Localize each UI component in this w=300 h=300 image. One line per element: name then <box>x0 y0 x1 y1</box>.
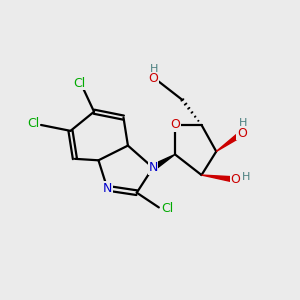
Polygon shape <box>216 132 243 152</box>
Text: Cl: Cl <box>161 202 174 215</box>
Text: H: H <box>238 118 247 128</box>
Text: H: H <box>242 172 250 182</box>
Text: Cl: Cl <box>28 117 40 130</box>
Text: N: N <box>148 161 158 174</box>
Polygon shape <box>152 154 175 170</box>
Polygon shape <box>202 175 234 182</box>
Text: Cl: Cl <box>73 77 86 90</box>
Text: N: N <box>103 182 112 195</box>
Text: H: H <box>150 64 159 74</box>
Text: O: O <box>148 72 158 85</box>
Text: O: O <box>237 127 247 140</box>
Text: O: O <box>230 173 240 186</box>
Text: O: O <box>170 118 180 131</box>
